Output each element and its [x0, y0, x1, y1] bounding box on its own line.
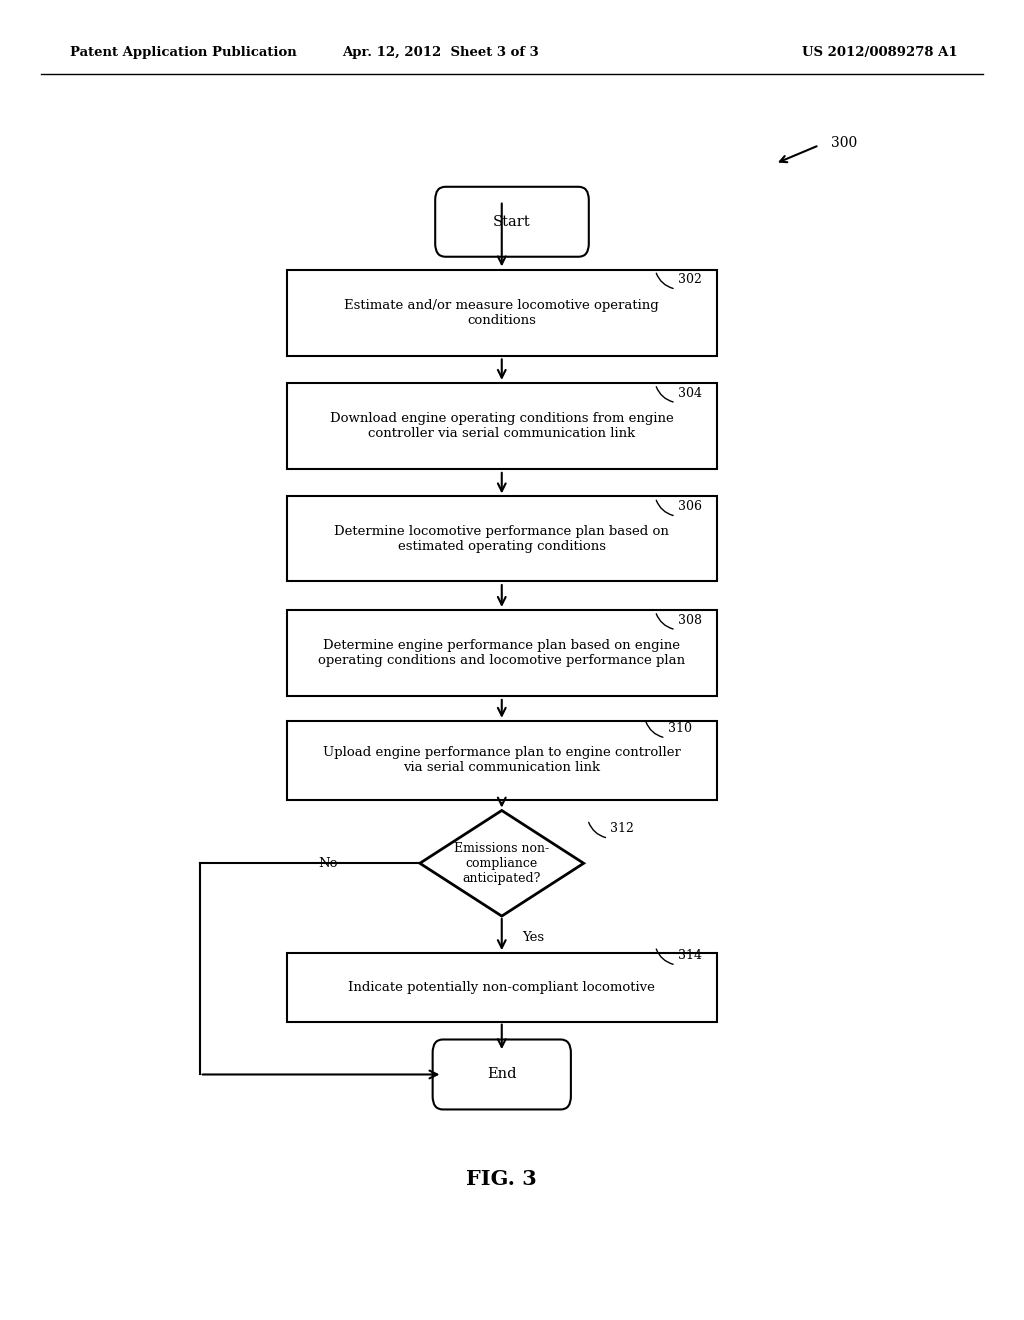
- Text: End: End: [487, 1068, 516, 1081]
- Text: 304: 304: [678, 387, 701, 400]
- Text: Yes: Yes: [522, 931, 545, 944]
- Bar: [287, 269, 717, 355]
- Text: FIG. 3: FIG. 3: [466, 1168, 538, 1189]
- Text: Start: Start: [494, 215, 530, 228]
- FancyBboxPatch shape: [432, 1040, 571, 1109]
- Text: 300: 300: [831, 136, 858, 149]
- Text: Estimate and/or measure locomotive operating
conditions: Estimate and/or measure locomotive opera…: [344, 298, 659, 327]
- Text: Determine engine performance plan based on engine
operating conditions and locom: Determine engine performance plan based …: [318, 639, 685, 668]
- Text: 314: 314: [678, 949, 701, 962]
- Text: Patent Application Publication: Patent Application Publication: [70, 46, 296, 59]
- Bar: [287, 610, 717, 697]
- Text: 306: 306: [678, 500, 701, 513]
- Text: 312: 312: [610, 822, 634, 836]
- Text: Determine locomotive performance plan based on
estimated operating conditions: Determine locomotive performance plan ba…: [334, 524, 670, 553]
- Text: No: No: [318, 857, 338, 870]
- Text: Emissions non-
compliance
anticipated?: Emissions non- compliance anticipated?: [455, 842, 549, 884]
- Text: Apr. 12, 2012  Sheet 3 of 3: Apr. 12, 2012 Sheet 3 of 3: [342, 46, 539, 59]
- Bar: [287, 495, 717, 581]
- Text: Download engine operating conditions from engine
controller via serial communica: Download engine operating conditions fro…: [330, 412, 674, 441]
- Text: US 2012/0089278 A1: US 2012/0089278 A1: [802, 46, 957, 59]
- Bar: [287, 953, 717, 1022]
- FancyBboxPatch shape: [435, 186, 589, 256]
- Bar: [287, 721, 717, 800]
- Text: Indicate potentially non-compliant locomotive: Indicate potentially non-compliant locom…: [348, 981, 655, 994]
- Bar: [287, 383, 717, 469]
- Text: 308: 308: [678, 614, 701, 627]
- Text: 302: 302: [678, 273, 701, 286]
- Text: Upload engine performance plan to engine controller
via serial communication lin: Upload engine performance plan to engine…: [323, 746, 681, 775]
- Text: 310: 310: [668, 722, 691, 735]
- Polygon shape: [420, 810, 584, 916]
